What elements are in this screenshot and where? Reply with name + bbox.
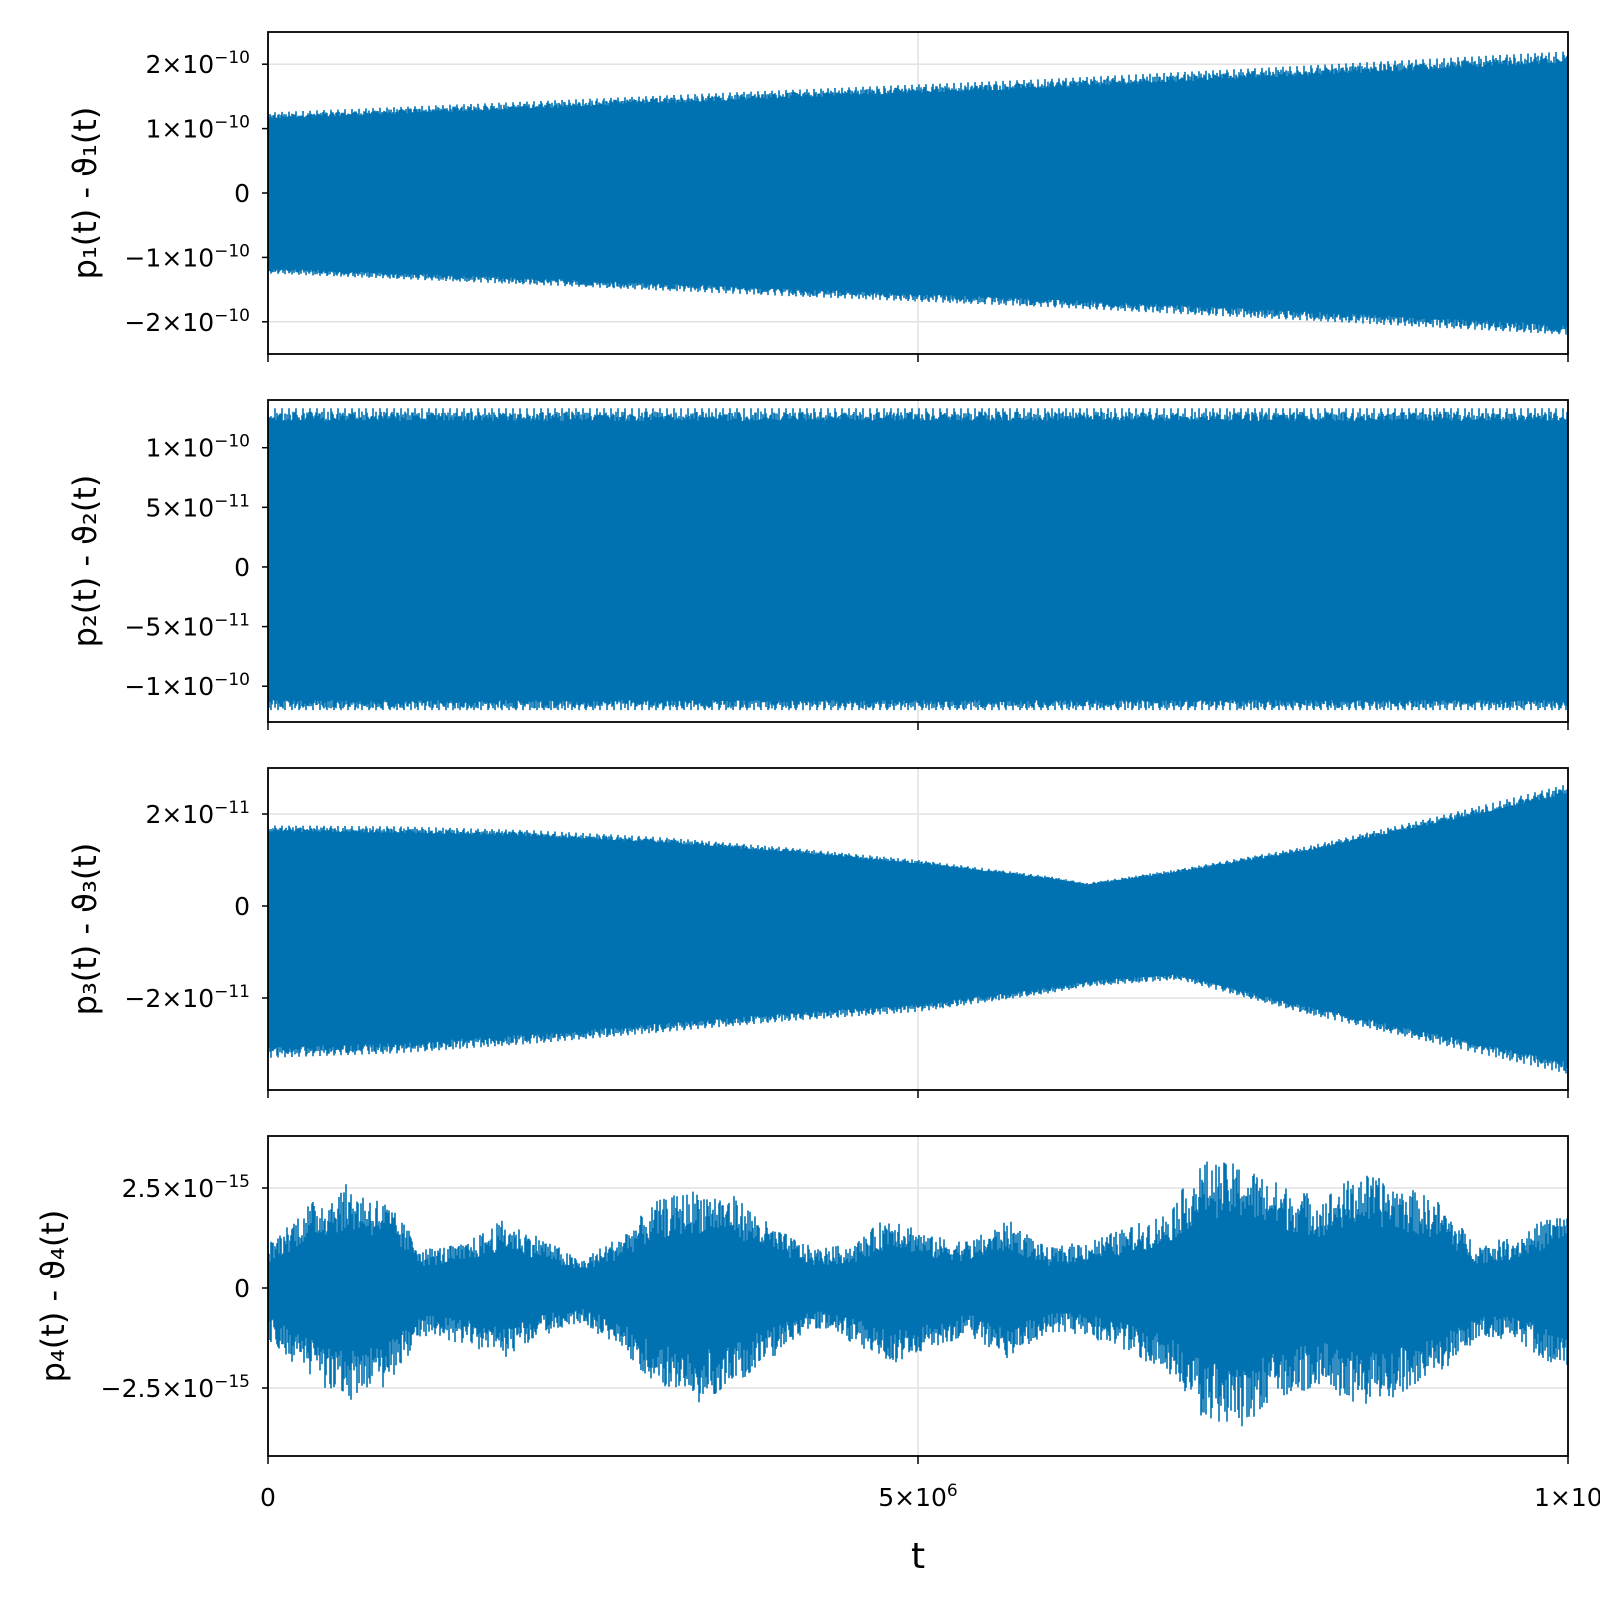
y-axis-label: p₂(t) - ϑ₂(t): [66, 475, 104, 648]
y-tick-label: −1×10−10: [124, 241, 250, 272]
x-tick-label: 5×106: [878, 1481, 958, 1512]
y-tick-label: 2×10−10: [145, 48, 250, 79]
x-tick-label: 0: [260, 1483, 276, 1512]
y-tick-label: −5×10−11: [124, 611, 250, 642]
y-axis-label: p₃(t) - ϑ₃(t): [66, 843, 104, 1016]
y-tick-label: 2×10−11: [145, 798, 250, 829]
series-band-3: [268, 796, 1568, 1058]
series-band-1: [268, 65, 1568, 321]
y-axis-label: p₁(t) - ϑ₁(t): [66, 107, 104, 280]
y-axis-label: p₄(t) - ϑ₄(t): [34, 1210, 72, 1383]
panel-2: 1×10−10 5×10−11 0 −5×10−11 −1×10−10 p₂(t) - ϑ…: [66, 399, 1569, 730]
y-tick-label: 0: [234, 1274, 250, 1303]
y-tick-label: −2.5×10−15: [101, 1372, 250, 1403]
y-tick-label: −1×10−10: [124, 670, 250, 701]
y-tick-label: −2×10−10: [124, 306, 250, 337]
y-tick-label: 5×10−11: [145, 491, 250, 522]
x-tick-label: 1×107: [1534, 1481, 1600, 1512]
y-tick-label: 1×10−10: [145, 432, 250, 463]
y-tick-label: 2.5×10−15: [122, 1172, 250, 1203]
series-band-4: [268, 1224, 1568, 1358]
y-tick-label: 0: [234, 179, 250, 208]
series-band-2: [268, 424, 1568, 696]
panels: 2×10−10 1×10−10 0 −1×10−10 −2×10−10 p₁(t) - ϑ…: [34, 31, 1569, 1464]
y-tick-label: 0: [234, 892, 250, 921]
panel-4: 2.5×10−15 0 −2.5×10−15 p₄(t) - ϑ₄(t): [34, 1135, 1569, 1464]
y-tick-label: −2×10−11: [124, 982, 250, 1013]
y-tick-label: 0: [234, 553, 250, 582]
panel-1: 2×10−10 1×10−10 0 −1×10−10 −2×10−10 p₁(t) - ϑ…: [66, 31, 1569, 362]
panel-3: 2×10−11 0 −2×10−11 p₃(t) - ϑ₃(t): [66, 767, 1569, 1098]
x-axis-ticks: 0 5×106 1×107: [260, 1481, 1600, 1512]
y-tick-label: 1×10−10: [145, 113, 250, 144]
x-axis-label: t: [911, 1536, 925, 1577]
